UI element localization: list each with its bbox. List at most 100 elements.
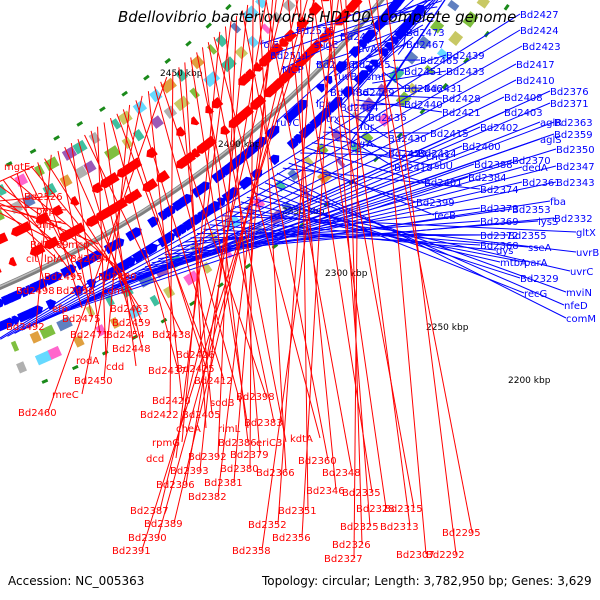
plus-strand-gene bbox=[326, 102, 337, 113]
minus-strand-gene bbox=[176, 157, 188, 169]
minus-strand-gene bbox=[58, 229, 73, 242]
plus-strand-gene bbox=[17, 311, 29, 323]
minus-gene-leader bbox=[23, 169, 87, 291]
plus-gene-leader bbox=[311, 142, 431, 166]
gc-tick bbox=[5, 161, 13, 167]
plus-strand-gene bbox=[211, 170, 225, 184]
minus-gene-label: eriC3 bbox=[256, 438, 282, 449]
feature-block bbox=[215, 34, 228, 48]
plus-gene-label: Bd2373 bbox=[480, 204, 519, 215]
gc-tick bbox=[143, 74, 150, 81]
plus-gene-label: dys bbox=[496, 246, 513, 257]
minus-gene-leader bbox=[287, 0, 337, 491]
gc-tick bbox=[225, 3, 232, 11]
feature-block bbox=[0, 209, 5, 221]
minus-gene-leader bbox=[224, 26, 261, 455]
minus-strand-gene bbox=[264, 84, 278, 98]
plus-gene-leader bbox=[328, 126, 395, 168]
minus-strand-gene bbox=[8, 256, 17, 267]
plus-gene-label: uvrC bbox=[570, 267, 593, 278]
plus-gene-leader bbox=[317, 136, 419, 154]
minus-gene-leader bbox=[97, 126, 107, 361]
plus-gene-leader bbox=[323, 131, 431, 134]
accession-label: Accession: NC_005363 bbox=[8, 574, 145, 588]
minus-gene-label: Bd2335 bbox=[342, 488, 381, 499]
plus-gene-label: Bd2486 bbox=[330, 88, 369, 99]
plus-gene-label: Bd2376 bbox=[550, 87, 589, 98]
plus-strand-gene bbox=[86, 278, 97, 289]
plus-gene-label: Bd2370 bbox=[512, 156, 551, 167]
plus-gene-label: Bd2485 bbox=[352, 60, 391, 71]
plus-gene-label: lpxC bbox=[316, 99, 338, 110]
minus-gene-label: Bd2494 bbox=[70, 254, 109, 265]
feature-block bbox=[109, 317, 121, 329]
plus-strand-gene bbox=[0, 320, 9, 332]
minus-strand-gene bbox=[124, 194, 134, 204]
minus-gene-label: Bd2389 bbox=[144, 519, 183, 530]
plus-gene-label: Bd2350 bbox=[556, 145, 595, 156]
plus-gene-leader bbox=[329, 0, 434, 93]
minus-gene-leader bbox=[141, 0, 315, 551]
kbp-label: 2450 kbp bbox=[160, 69, 203, 79]
gc-tick bbox=[185, 40, 192, 47]
minus-gene-label: Bd2326 bbox=[332, 540, 371, 551]
plus-gene-leader bbox=[288, 162, 417, 203]
plus-gene-label: Bd2467 bbox=[406, 40, 445, 51]
plus-gene-leader bbox=[0, 13, 521, 339]
plus-strand-gene bbox=[11, 315, 21, 326]
plus-strand-gene bbox=[157, 210, 169, 221]
minus-gene-leader bbox=[312, 0, 387, 509]
plus-gene-leader bbox=[356, 99, 443, 113]
minus-gene-leader bbox=[277, 0, 315, 525]
minus-gene-leader bbox=[169, 72, 174, 415]
minus-gene-leader bbox=[0, 195, 55, 202]
gc-tick bbox=[396, 132, 403, 139]
minus-gene-leader bbox=[81, 95, 143, 395]
feature-block bbox=[234, 45, 249, 60]
plus-strand-gene bbox=[216, 197, 226, 207]
plus-gene-leader bbox=[345, 110, 389, 139]
plus-strand-gene bbox=[172, 227, 183, 238]
minus-gene-label: Bd2328 bbox=[356, 504, 395, 515]
plus-gene-label: Bd2403 bbox=[504, 108, 543, 119]
feature-block bbox=[189, 87, 200, 99]
plus-gene-leader bbox=[315, 0, 430, 104]
minus-strand-gene bbox=[0, 263, 2, 276]
minus-gene-leader bbox=[258, 0, 287, 473]
feature-block bbox=[447, 0, 460, 12]
minus-gene-label: Bd2475 bbox=[62, 314, 101, 325]
minus-gene-leader bbox=[175, 21, 232, 459]
feature-block bbox=[476, 0, 490, 9]
minus-gene-leader bbox=[265, 0, 353, 473]
plus-gene-leader bbox=[138, 181, 523, 272]
minus-gene-label: Bd2426 bbox=[176, 350, 215, 361]
plus-gene-label: Bd2417 bbox=[516, 60, 555, 71]
plus-gene-leader bbox=[276, 172, 567, 319]
plus-gene-label: Bd2384 bbox=[468, 173, 507, 184]
minus-gene-label: rodA bbox=[76, 356, 99, 367]
minus-strand-gene bbox=[284, 28, 298, 42]
plus-gene-leader bbox=[104, 133, 555, 291]
minus-gene-leader bbox=[386, 0, 457, 555]
plus-gene-leader bbox=[131, 165, 557, 276]
feature-block bbox=[150, 115, 164, 129]
plus-gene-label: Bd2369 bbox=[480, 217, 519, 228]
feature-block bbox=[163, 285, 176, 299]
minus-strand-gene bbox=[10, 224, 26, 237]
feature-block bbox=[436, 48, 450, 60]
minus-gene-label: Bd2495 bbox=[44, 272, 83, 283]
plus-strand-gene bbox=[238, 176, 253, 191]
minus-strand-gene bbox=[196, 142, 208, 154]
plus-strand-gene bbox=[220, 164, 232, 176]
plus-gene-leader bbox=[325, 0, 434, 119]
minus-gene-label: ahpC bbox=[36, 220, 62, 231]
minus-gene-label: cdd bbox=[106, 362, 124, 373]
minus-gene-leader bbox=[368, 0, 473, 533]
minus-gene-leader bbox=[0, 165, 35, 182]
minus-gene-leader bbox=[353, 0, 360, 559]
plus-strand-gene bbox=[0, 298, 5, 309]
plus-gene-label: fba bbox=[550, 197, 566, 208]
plus-gene-label: Bd2429 bbox=[388, 149, 427, 160]
gc-tick bbox=[441, 82, 448, 90]
plus-gene-label: mtbA bbox=[500, 258, 527, 269]
